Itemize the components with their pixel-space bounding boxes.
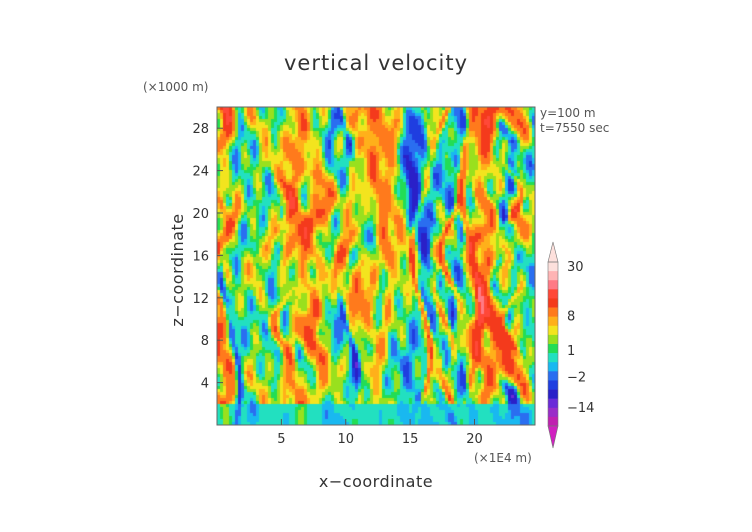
y-tick-label: 4 xyxy=(201,377,209,392)
colorbar-label: −2 xyxy=(567,370,586,385)
colorbar-band xyxy=(548,262,558,272)
y-tick-label: 8 xyxy=(201,334,209,349)
x-tick-label: 15 xyxy=(402,432,419,447)
x-tick-label: 5 xyxy=(277,432,285,447)
colorbar-band xyxy=(548,280,558,290)
y-tick-label: 20 xyxy=(192,207,209,222)
colorbar-band xyxy=(548,316,558,327)
y-tick-label: 16 xyxy=(192,249,209,264)
colorbar-min-arrow xyxy=(547,425,559,449)
y-unit-label: (×1000 m) xyxy=(143,80,208,94)
colorbar-band xyxy=(548,344,558,354)
y-tick-label: 28 xyxy=(192,122,209,137)
colorbar-band xyxy=(548,334,558,345)
colorbar-label: 1 xyxy=(567,344,575,359)
y-axis: 4 8 12 16 20 24 28 xyxy=(192,122,223,392)
field-raster xyxy=(217,107,535,425)
y-axis-label: z−coordinate xyxy=(168,213,187,326)
chart-title: vertical velocity xyxy=(284,51,468,75)
colorbar-band xyxy=(548,380,558,390)
colorbar-max-arrow xyxy=(547,241,559,263)
x-unit-label: (×1E4 m) xyxy=(474,451,532,465)
colorbar: 30 8 1 −2 −14 xyxy=(547,241,594,449)
colorbar-band xyxy=(548,416,558,427)
plot-frame xyxy=(216,106,536,426)
colorbar-band xyxy=(548,389,558,399)
x-tick-label: 10 xyxy=(337,432,354,447)
annotation-time: t=7550 sec xyxy=(540,121,609,135)
x-axis: 5 10 15 20 xyxy=(277,419,483,447)
colorbar-frame xyxy=(547,261,559,427)
colorbar-label: −14 xyxy=(567,401,594,416)
colorbar-label: 30 xyxy=(567,260,584,275)
colorbar-band xyxy=(548,298,558,308)
colorbar-band xyxy=(548,325,558,336)
colorbar-band xyxy=(548,407,558,418)
colorbar-band xyxy=(548,307,558,317)
colorbar-label: 8 xyxy=(567,310,575,325)
y-tick-label: 12 xyxy=(192,292,209,307)
x-tick-label: 20 xyxy=(466,432,483,447)
colorbar-band xyxy=(548,353,558,363)
colorbar-band xyxy=(548,271,558,281)
colorbar-band xyxy=(548,371,558,381)
annotation-y: y=100 m xyxy=(540,106,596,120)
y-tick-label: 24 xyxy=(192,165,209,180)
velocity-field xyxy=(217,107,535,425)
colorbar-band xyxy=(548,362,558,372)
colorbar-band xyxy=(548,289,558,299)
plot-area xyxy=(216,106,536,426)
x-axis-label: x−coordinate xyxy=(319,472,433,491)
colorbar-band xyxy=(548,398,558,409)
